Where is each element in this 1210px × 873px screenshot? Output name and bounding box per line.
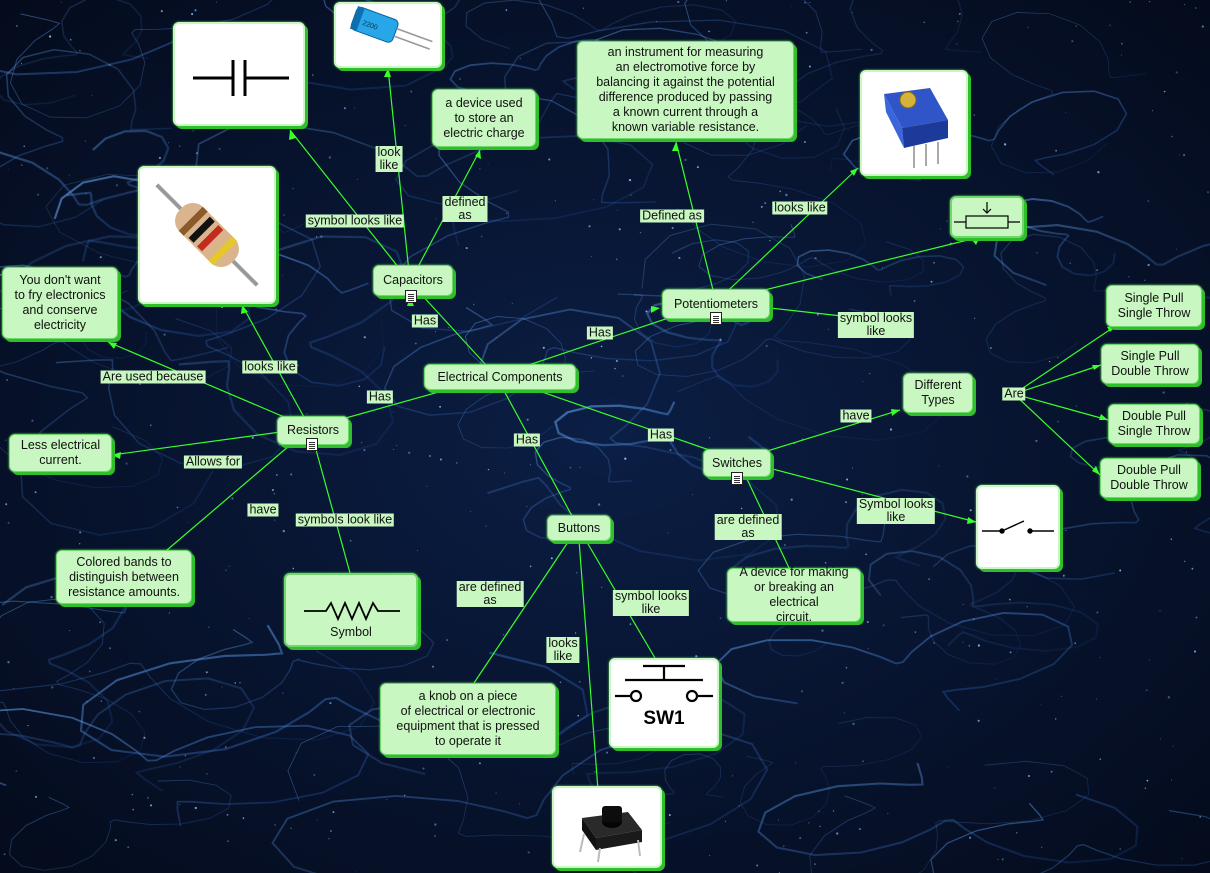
- node-dpdt[interactable]: Double Pull Double Throw: [1100, 458, 1198, 498]
- node-electrical-components[interactable]: Electrical Components: [424, 364, 576, 390]
- document-icon[interactable]: [731, 472, 743, 485]
- sw1-label: SW1: [643, 708, 685, 729]
- link-label-are-used-because: Are used because: [100, 369, 206, 384]
- link-label-has: Has: [411, 313, 439, 328]
- node-potentiometer-definition[interactable]: an instrument for measuring an electromo…: [577, 41, 794, 139]
- switch-symbol-image[interactable]: [976, 485, 1060, 569]
- capacitor-symbol-icon: [193, 60, 289, 96]
- switch-symbol-icon: [982, 520, 1054, 534]
- node-capacitor-definition[interactable]: a device used to store an electric charg…: [432, 89, 536, 147]
- resistor-image[interactable]: [138, 166, 276, 304]
- electrolytic-capacitor-photo: 2200: [349, 6, 433, 50]
- link-label-symbol-looks-like: symbol looks like: [837, 311, 915, 338]
- link-label-symbols-look-like: symbols look like: [295, 512, 395, 527]
- link-label-has: Has: [366, 389, 394, 404]
- electrolytic-capacitor-image[interactable]: 2200: [334, 2, 442, 68]
- push-button-symbol-image[interactable]: SW1: [609, 658, 719, 748]
- link-label-has: Has: [513, 432, 541, 447]
- link-label-are: Are: [1002, 386, 1026, 401]
- push-button-symbol-icon: [615, 664, 713, 703]
- trimmer-potentiometer-photo: [884, 88, 948, 168]
- trimmer-potentiometer-image[interactable]: [860, 70, 968, 176]
- link-label-looks-like: looks like: [772, 200, 828, 215]
- potentiometer-symbol-image[interactable]: [950, 196, 1024, 238]
- document-icon[interactable]: [405, 290, 417, 303]
- link-label-symbol-looks-like: Symbol looks like: [856, 497, 936, 524]
- node-different-types[interactable]: Different Types: [903, 373, 973, 413]
- capacitor-symbol-image[interactable]: [173, 22, 305, 126]
- link-label-has: Has: [647, 427, 675, 442]
- link-label-symbol-looks-like: symbol looks like: [305, 213, 405, 228]
- link-label-defined-as: defined as: [442, 195, 488, 222]
- resistor-symbol-caption: Symbol: [330, 625, 372, 639]
- node-spst[interactable]: Single Pull Single Throw: [1106, 285, 1202, 327]
- document-icon[interactable]: [710, 312, 722, 325]
- link-label-looks-like: looks like: [242, 359, 298, 374]
- node-button-definition[interactable]: a knob on a piece of electrical or elect…: [380, 683, 556, 755]
- resistor-symbol-icon: [304, 600, 400, 622]
- link-label-look-like: look like: [375, 145, 403, 172]
- link-label-have: have: [840, 408, 872, 423]
- link-label-are-defined-as: are defined as: [456, 580, 524, 607]
- svg-text:2200: 2200: [361, 20, 378, 32]
- link-label-allows-for: Allows for: [183, 454, 243, 469]
- resistor-photo: [155, 183, 259, 287]
- link-label-symbol-looks-like: symbol looks like: [612, 589, 690, 616]
- node-fry-electronics[interactable]: You don't want to fry electronics and co…: [2, 267, 118, 339]
- node-less-current[interactable]: Less electrical current.: [9, 434, 112, 472]
- node-buttons[interactable]: Buttons: [547, 515, 611, 541]
- link-label-looks-like: looks like: [546, 636, 580, 663]
- document-icon[interactable]: [306, 438, 318, 451]
- link-label-defined-as: Defined as: [640, 208, 704, 223]
- link-label-are-defined-as: are defined as: [714, 513, 782, 540]
- node-dpst[interactable]: Double Pull Single Throw: [1108, 404, 1200, 444]
- node-spdt[interactable]: Single Pull Double Throw: [1101, 344, 1199, 384]
- node-switch-definition[interactable]: A device for making or breaking an elect…: [727, 565, 861, 624]
- link-label-has: Has: [586, 325, 614, 340]
- potentiometer-symbol-icon: [954, 202, 1020, 229]
- node-colored-bands[interactable]: Colored bands to distinguish between res…: [56, 550, 192, 604]
- tactile-button-image[interactable]: [552, 786, 662, 868]
- tactile-button-photo: [579, 806, 642, 863]
- link-label-have: have: [247, 502, 279, 517]
- resistor-symbol-image[interactable]: Symbol: [284, 573, 418, 647]
